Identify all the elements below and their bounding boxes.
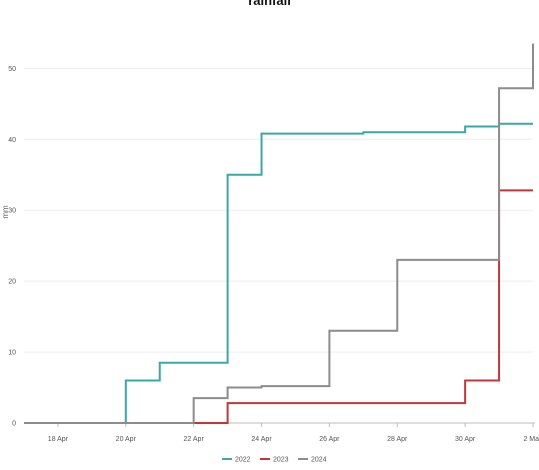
legend: 2022 2023 2024	[222, 457, 327, 464]
x-tick-label: 28 Apr	[387, 436, 408, 443]
legend-label-2023: 2023	[273, 457, 289, 464]
axes: 0 10 20 30 40 50 18 Apr 20 Apr 22 Apr 24 Apr 26 Ap…	[8, 66, 539, 443]
series-line-2024	[24, 43, 534, 424]
y-tick-label: 10	[8, 350, 16, 357]
x-tick-label: 30 Apr	[455, 436, 476, 443]
x-tick-label: 24 Apr	[251, 436, 272, 443]
x-tick-label: 26 Apr	[319, 436, 340, 443]
y-tick-label: 50	[8, 66, 16, 73]
y-tick-label: 0	[12, 421, 16, 428]
legend-label-2024: 2024	[311, 457, 327, 464]
series-line-2022	[24, 122, 533, 424]
y-tick-label: 20	[8, 279, 16, 286]
grid-lines	[24, 67, 533, 353]
y-axis-label: mm	[1, 205, 10, 219]
x-tick-label: 2 May	[523, 436, 539, 443]
y-tick-label: 30	[8, 208, 16, 215]
y-tick-label: 40	[8, 137, 16, 144]
legend-label-2022: 2022	[235, 457, 251, 464]
chart-title: rainfall	[248, 0, 291, 8]
x-tick-label: 18 Apr	[48, 436, 69, 443]
series-line-2023	[24, 189, 533, 424]
series-lines	[24, 43, 534, 424]
x-tick-label: 20 Apr	[116, 436, 137, 443]
x-tick-label: 22 Apr	[184, 436, 205, 443]
